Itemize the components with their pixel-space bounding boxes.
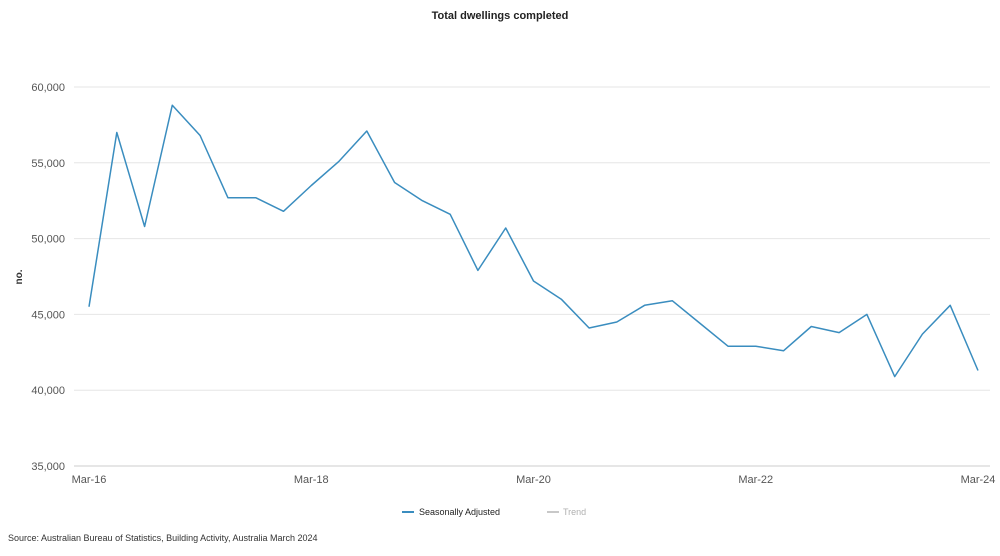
data-point[interactable] [528,275,540,287]
data-point[interactable] [305,180,317,192]
data-point[interactable] [416,195,428,207]
data-point[interactable] [166,99,178,111]
data-point[interactable] [333,155,345,167]
data-point[interactable] [861,308,873,320]
data-point[interactable] [222,192,234,204]
data-point[interactable] [500,222,512,234]
data-point[interactable] [778,345,790,357]
data-point[interactable] [611,316,623,328]
data-point[interactable] [111,126,123,138]
x-tick-label: Mar-18 [294,474,329,486]
data-point[interactable] [805,321,817,333]
data-point[interactable] [722,340,734,352]
data-point[interactable] [666,295,678,307]
series-layer [83,99,984,383]
legend-item-trend[interactable]: Trend [547,507,586,517]
x-axis-ticks: Mar-16 Mar-18 Mar-20 Mar-22 Mar-24 [72,474,996,486]
legend-item-seasonally-adjusted[interactable]: Seasonally Adjusted [402,507,500,517]
x-tick-label: Mar-24 [961,474,996,486]
data-point[interactable] [833,327,845,339]
data-point[interactable] [889,371,901,383]
y-axis-label: no. [14,269,25,284]
data-point[interactable] [444,208,456,220]
gridlines [74,86,990,391]
source-note: Source: Australian Bureau of Statistics,… [8,533,318,543]
x-tick-label: Mar-16 [72,474,107,486]
y-tick-label: 40,000 [31,385,65,397]
data-point[interactable] [750,340,762,352]
legend: Seasonally Adjusted Trend [402,507,586,517]
legend-label-seasonally-adjusted: Seasonally Adjusted [419,507,500,517]
data-point[interactable] [472,264,484,276]
y-tick-label: 55,000 [31,158,65,170]
x-tick-label: Mar-20 [516,474,551,486]
data-point[interactable] [583,322,595,334]
data-point[interactable] [389,177,401,189]
data-point[interactable] [916,328,928,340]
chart-title: Total dwellings completed [432,10,569,22]
y-axis-ticks: 35,000 40,000 45,000 50,000 55,000 60,000 [31,82,65,473]
x-tick-label: Mar-22 [738,474,773,486]
y-tick-label: 35,000 [31,461,65,473]
data-point[interactable] [250,192,262,204]
data-point[interactable] [277,205,289,217]
y-tick-label: 45,000 [31,309,65,321]
data-point[interactable] [194,130,206,142]
series-line-seasonally-adjusted[interactable] [88,104,979,378]
data-point[interactable] [83,301,95,313]
data-point[interactable] [139,220,151,232]
data-point[interactable] [944,299,956,311]
y-tick-label: 50,000 [31,234,65,246]
y-tick-label: 60,000 [31,82,65,94]
data-point[interactable] [639,299,651,311]
data-point[interactable] [694,317,706,329]
data-point[interactable] [972,364,984,376]
legend-label-trend: Trend [563,507,586,517]
data-point[interactable] [361,125,373,137]
data-point[interactable] [555,293,567,305]
